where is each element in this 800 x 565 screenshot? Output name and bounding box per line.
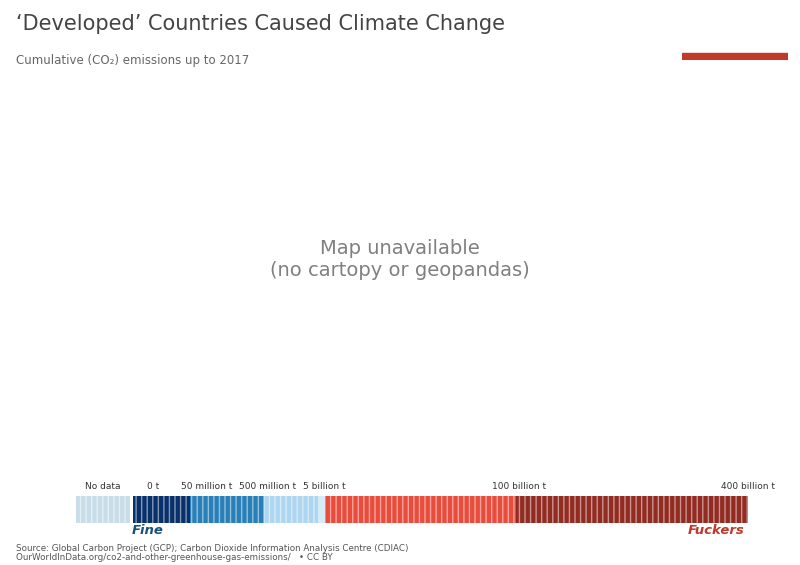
- Bar: [133, 496, 190, 523]
- Bar: [264, 496, 318, 523]
- Bar: [325, 496, 516, 523]
- Bar: [264, 496, 318, 523]
- Text: 0 t: 0 t: [147, 483, 159, 492]
- Text: ‘Developed’ Countries Caused Climate Change: ‘Developed’ Countries Caused Climate Cha…: [16, 14, 505, 34]
- Text: OurWorldInData.org/co2-and-other-greenhouse-gas-emissions/   • CC BY: OurWorldInData.org/co2-and-other-greenho…: [16, 553, 333, 562]
- Bar: [682, 53, 788, 60]
- Text: Fuckers: Fuckers: [688, 524, 744, 537]
- Text: Fine: Fine: [132, 524, 164, 537]
- Bar: [516, 496, 748, 523]
- Text: Source: Global Carbon Project (GCP); Carbon Dioxide Information Analysis Centre : Source: Global Carbon Project (GCP); Car…: [16, 544, 409, 553]
- Text: Our World: Our World: [706, 21, 765, 31]
- Text: No data: No data: [85, 483, 121, 492]
- Text: Cumulative (CO₂) emissions up to 2017: Cumulative (CO₂) emissions up to 2017: [16, 54, 250, 67]
- Text: 500 million t: 500 million t: [239, 483, 296, 492]
- Text: 50 million t: 50 million t: [182, 483, 233, 492]
- Text: 100 billion t: 100 billion t: [493, 483, 546, 492]
- Bar: [76, 496, 130, 523]
- Text: Map unavailable
(no cartopy or geopandas): Map unavailable (no cartopy or geopandas…: [270, 240, 530, 280]
- Bar: [190, 496, 264, 523]
- Bar: [76, 496, 130, 523]
- Text: 5 billion t: 5 billion t: [303, 483, 346, 492]
- Bar: [133, 496, 190, 523]
- Bar: [516, 496, 748, 523]
- Text: 400 billion t: 400 billion t: [721, 483, 775, 492]
- Bar: [318, 496, 325, 523]
- Bar: [190, 496, 264, 523]
- Text: in Data: in Data: [714, 36, 757, 46]
- Bar: [130, 496, 133, 523]
- Bar: [325, 496, 516, 523]
